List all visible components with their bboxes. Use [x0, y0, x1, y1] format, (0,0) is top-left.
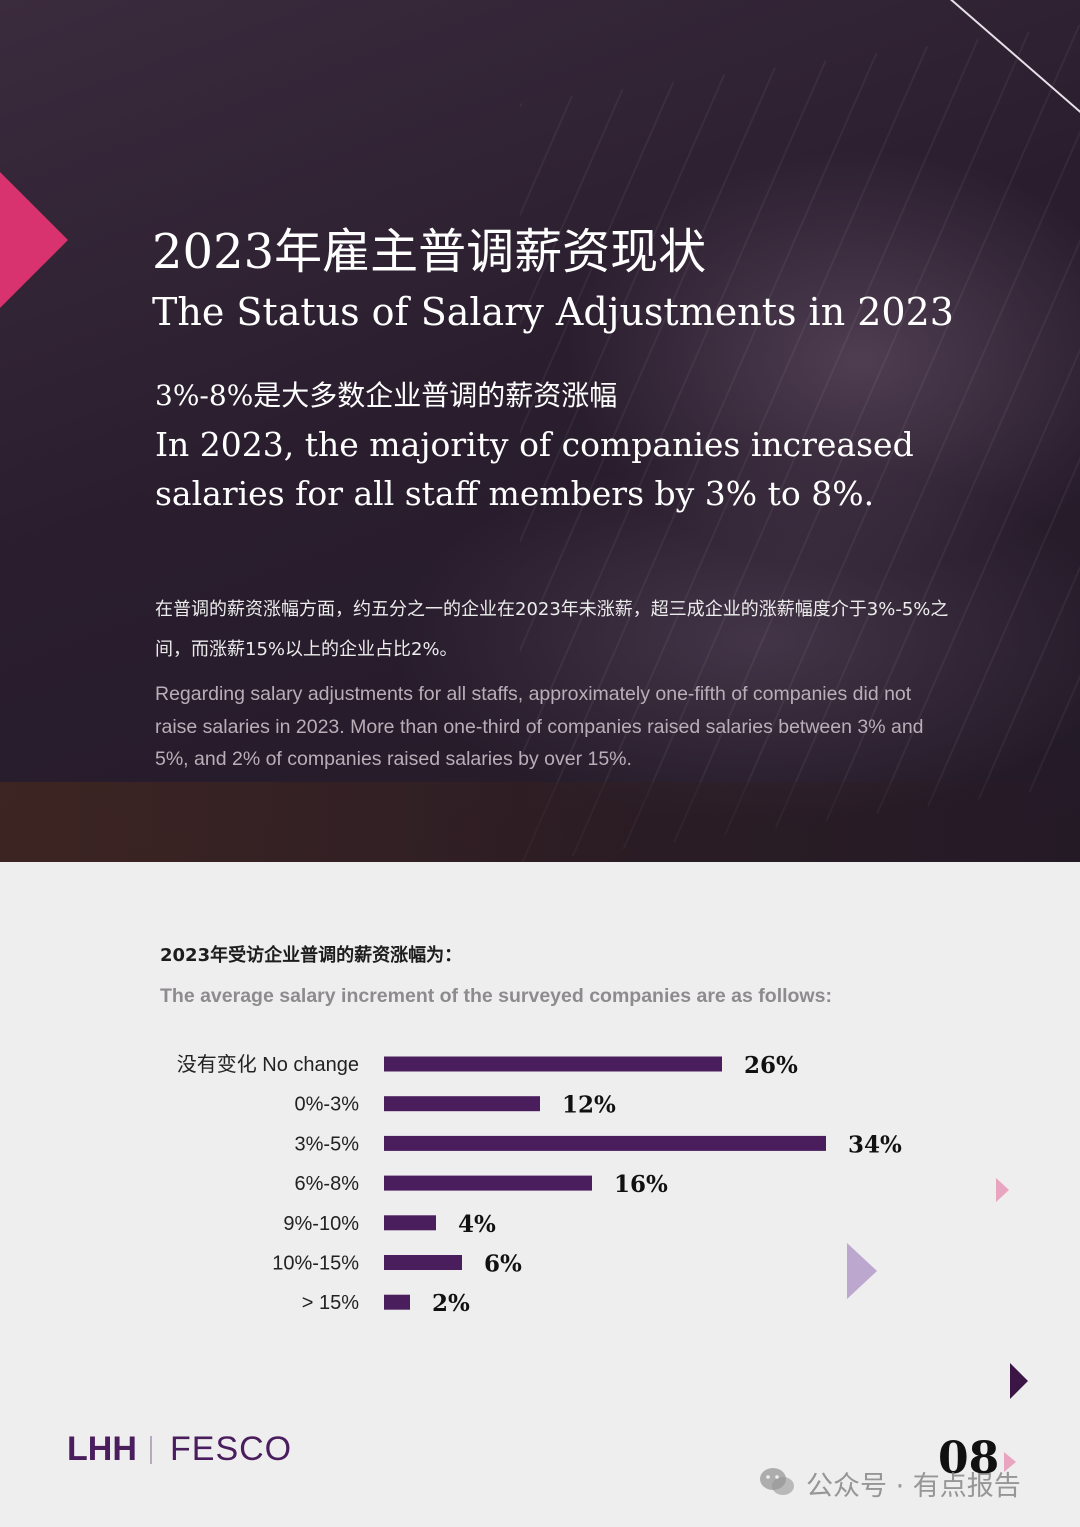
value-label: 26%	[744, 1052, 798, 1079]
triangle-decoration	[847, 1243, 877, 1299]
value-label: 6%	[484, 1251, 522, 1278]
category-label: 6%-8%	[295, 1173, 360, 1195]
watermark-text: 公众号 · 有点报告	[806, 1471, 1021, 1502]
value-label: 16%	[614, 1171, 668, 1198]
lhh-logo: LHH	[67, 1430, 137, 1468]
category-label: 没有变化 No change	[177, 1053, 359, 1076]
bar	[384, 1215, 436, 1231]
value-label: 34%	[848, 1131, 902, 1158]
bar	[384, 1294, 410, 1310]
bar	[384, 1056, 722, 1072]
hero-banner: 2023年雇主普调薪资现状 The Status of Salary Adjus…	[0, 0, 1080, 862]
triangle-decoration	[996, 1178, 1009, 1202]
diagonal-line-accent	[928, 0, 1080, 126]
category-label: > 15%	[302, 1292, 359, 1314]
bar	[384, 1255, 462, 1270]
chart-heading-en: The average salary increment of the surv…	[160, 985, 832, 1007]
triangle-decoration	[1004, 1452, 1016, 1472]
page-number: 08	[938, 1433, 1000, 1484]
value-label: 2%	[432, 1290, 470, 1317]
wechat-icon	[760, 1468, 794, 1495]
chart-heading-cn: 2023年受访企业普调的薪资涨幅为：	[160, 945, 463, 966]
salary-increment-bar-chart: 没有变化 No change 26% 0%-3% 12% 3%-5% 34% 6%-8% 16…	[177, 1052, 902, 1317]
category-label: 10%-15%	[272, 1253, 359, 1275]
hero-title-en: The Status of Salary Adjustments in 2023	[152, 290, 954, 334]
category-label: 0%-3%	[295, 1094, 360, 1116]
triangle-decoration	[1010, 1363, 1028, 1399]
value-label: 4%	[458, 1211, 496, 1238]
hero-paragraph-cn: 在普调的薪资涨幅方面，约五分之一的企业在2023年未涨薪，超三成企业的涨薪幅度介…	[155, 599, 949, 660]
hero-subtitle-en: In 2023, the majority of companies incre…	[155, 425, 914, 513]
value-label: 12%	[562, 1092, 616, 1119]
category-label: 9%-10%	[283, 1213, 359, 1235]
hero-subtitle-cn: 3%-8%是大多数企业普调的薪资涨幅	[155, 379, 618, 412]
bar	[384, 1135, 826, 1151]
bar	[384, 1096, 540, 1112]
logo-divider	[150, 1436, 152, 1464]
category-label: 3%-5%	[295, 1133, 360, 1155]
pink-triangle-accent	[0, 172, 68, 308]
bar	[384, 1175, 592, 1191]
hero-paragraph-en: Regarding salary adjustments for all sta…	[155, 683, 924, 770]
fesco-logo: FESCO	[170, 1430, 293, 1468]
hero-title-cn: 2023年雇主普调薪资现状	[152, 224, 707, 280]
